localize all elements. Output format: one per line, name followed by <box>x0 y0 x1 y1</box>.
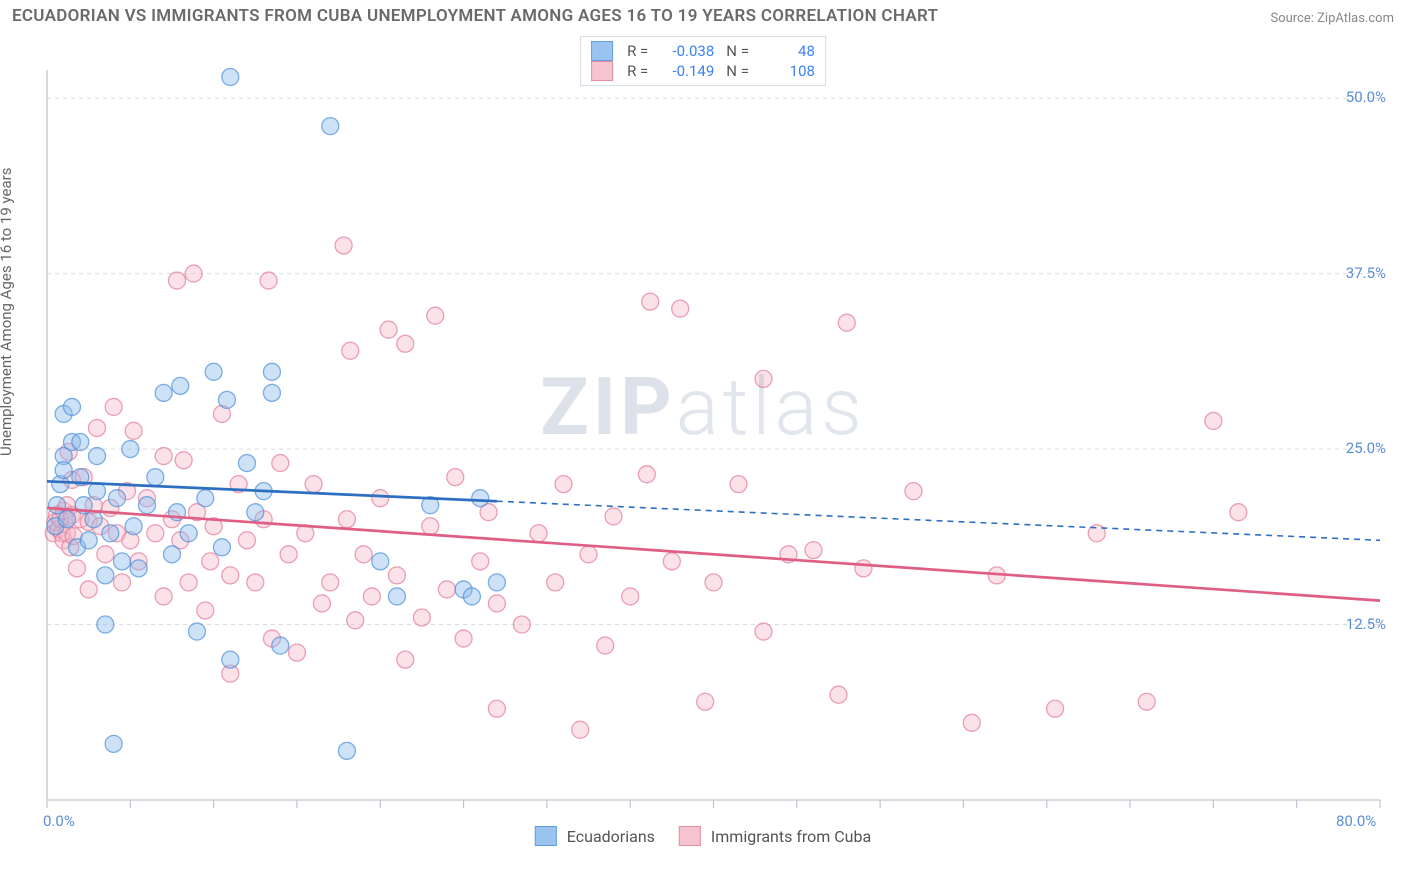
y-tick-label: 12.5% <box>1346 615 1386 633</box>
scatter-plot-svg <box>0 30 1406 850</box>
legend-row-a: R = -0.038 N = 48 <box>591 41 815 61</box>
x-tick-label: 0.0% <box>43 812 75 830</box>
n-label: N = <box>726 42 749 60</box>
n-value-a: 48 <box>761 42 815 60</box>
r-label: R = <box>627 42 648 60</box>
series-a-name: Ecuadorians <box>567 827 655 846</box>
source-name: ZipAtlas.com <box>1317 11 1394 26</box>
x-tick-label: 80.0% <box>1336 812 1376 830</box>
r-label: R = <box>627 62 648 80</box>
source-prefix: Source: <box>1270 11 1317 26</box>
r-value-a: -0.038 <box>660 42 714 60</box>
y-tick-label: 37.5% <box>1346 264 1386 282</box>
swatch-cuba <box>591 61 613 81</box>
chart-title: ECUADORIAN VS IMMIGRANTS FROM CUBA UNEMP… <box>12 6 938 26</box>
n-label: N = <box>726 62 749 80</box>
legend-item-a: Ecuadorians <box>535 826 655 846</box>
source-attribution: Source: ZipAtlas.com <box>1270 11 1394 26</box>
y-axis-label: Unemployment Among Ages 16 to 19 years <box>0 168 15 456</box>
legend-row-b: R = -0.149 N = 108 <box>591 61 815 81</box>
swatch-ecuadorians <box>535 826 557 846</box>
legend-item-b: Immigrants from Cuba <box>679 826 871 846</box>
r-value-b: -0.149 <box>660 62 714 80</box>
swatch-cuba <box>679 826 701 846</box>
n-value-b: 108 <box>761 62 815 80</box>
chart-area: Unemployment Among Ages 16 to 19 years Z… <box>0 30 1406 850</box>
series-b-name: Immigrants from Cuba <box>711 827 871 846</box>
y-tick-label: 50.0% <box>1346 88 1386 106</box>
correlation-legend: R = -0.038 N = 48 R = -0.149 N = 108 <box>580 36 826 86</box>
series-legend: Ecuadorians Immigrants from Cuba <box>535 826 871 846</box>
chart-header: ECUADORIAN VS IMMIGRANTS FROM CUBA UNEMP… <box>0 0 1406 30</box>
swatch-ecuadorians <box>591 41 613 61</box>
y-tick-label: 25.0% <box>1346 439 1386 457</box>
